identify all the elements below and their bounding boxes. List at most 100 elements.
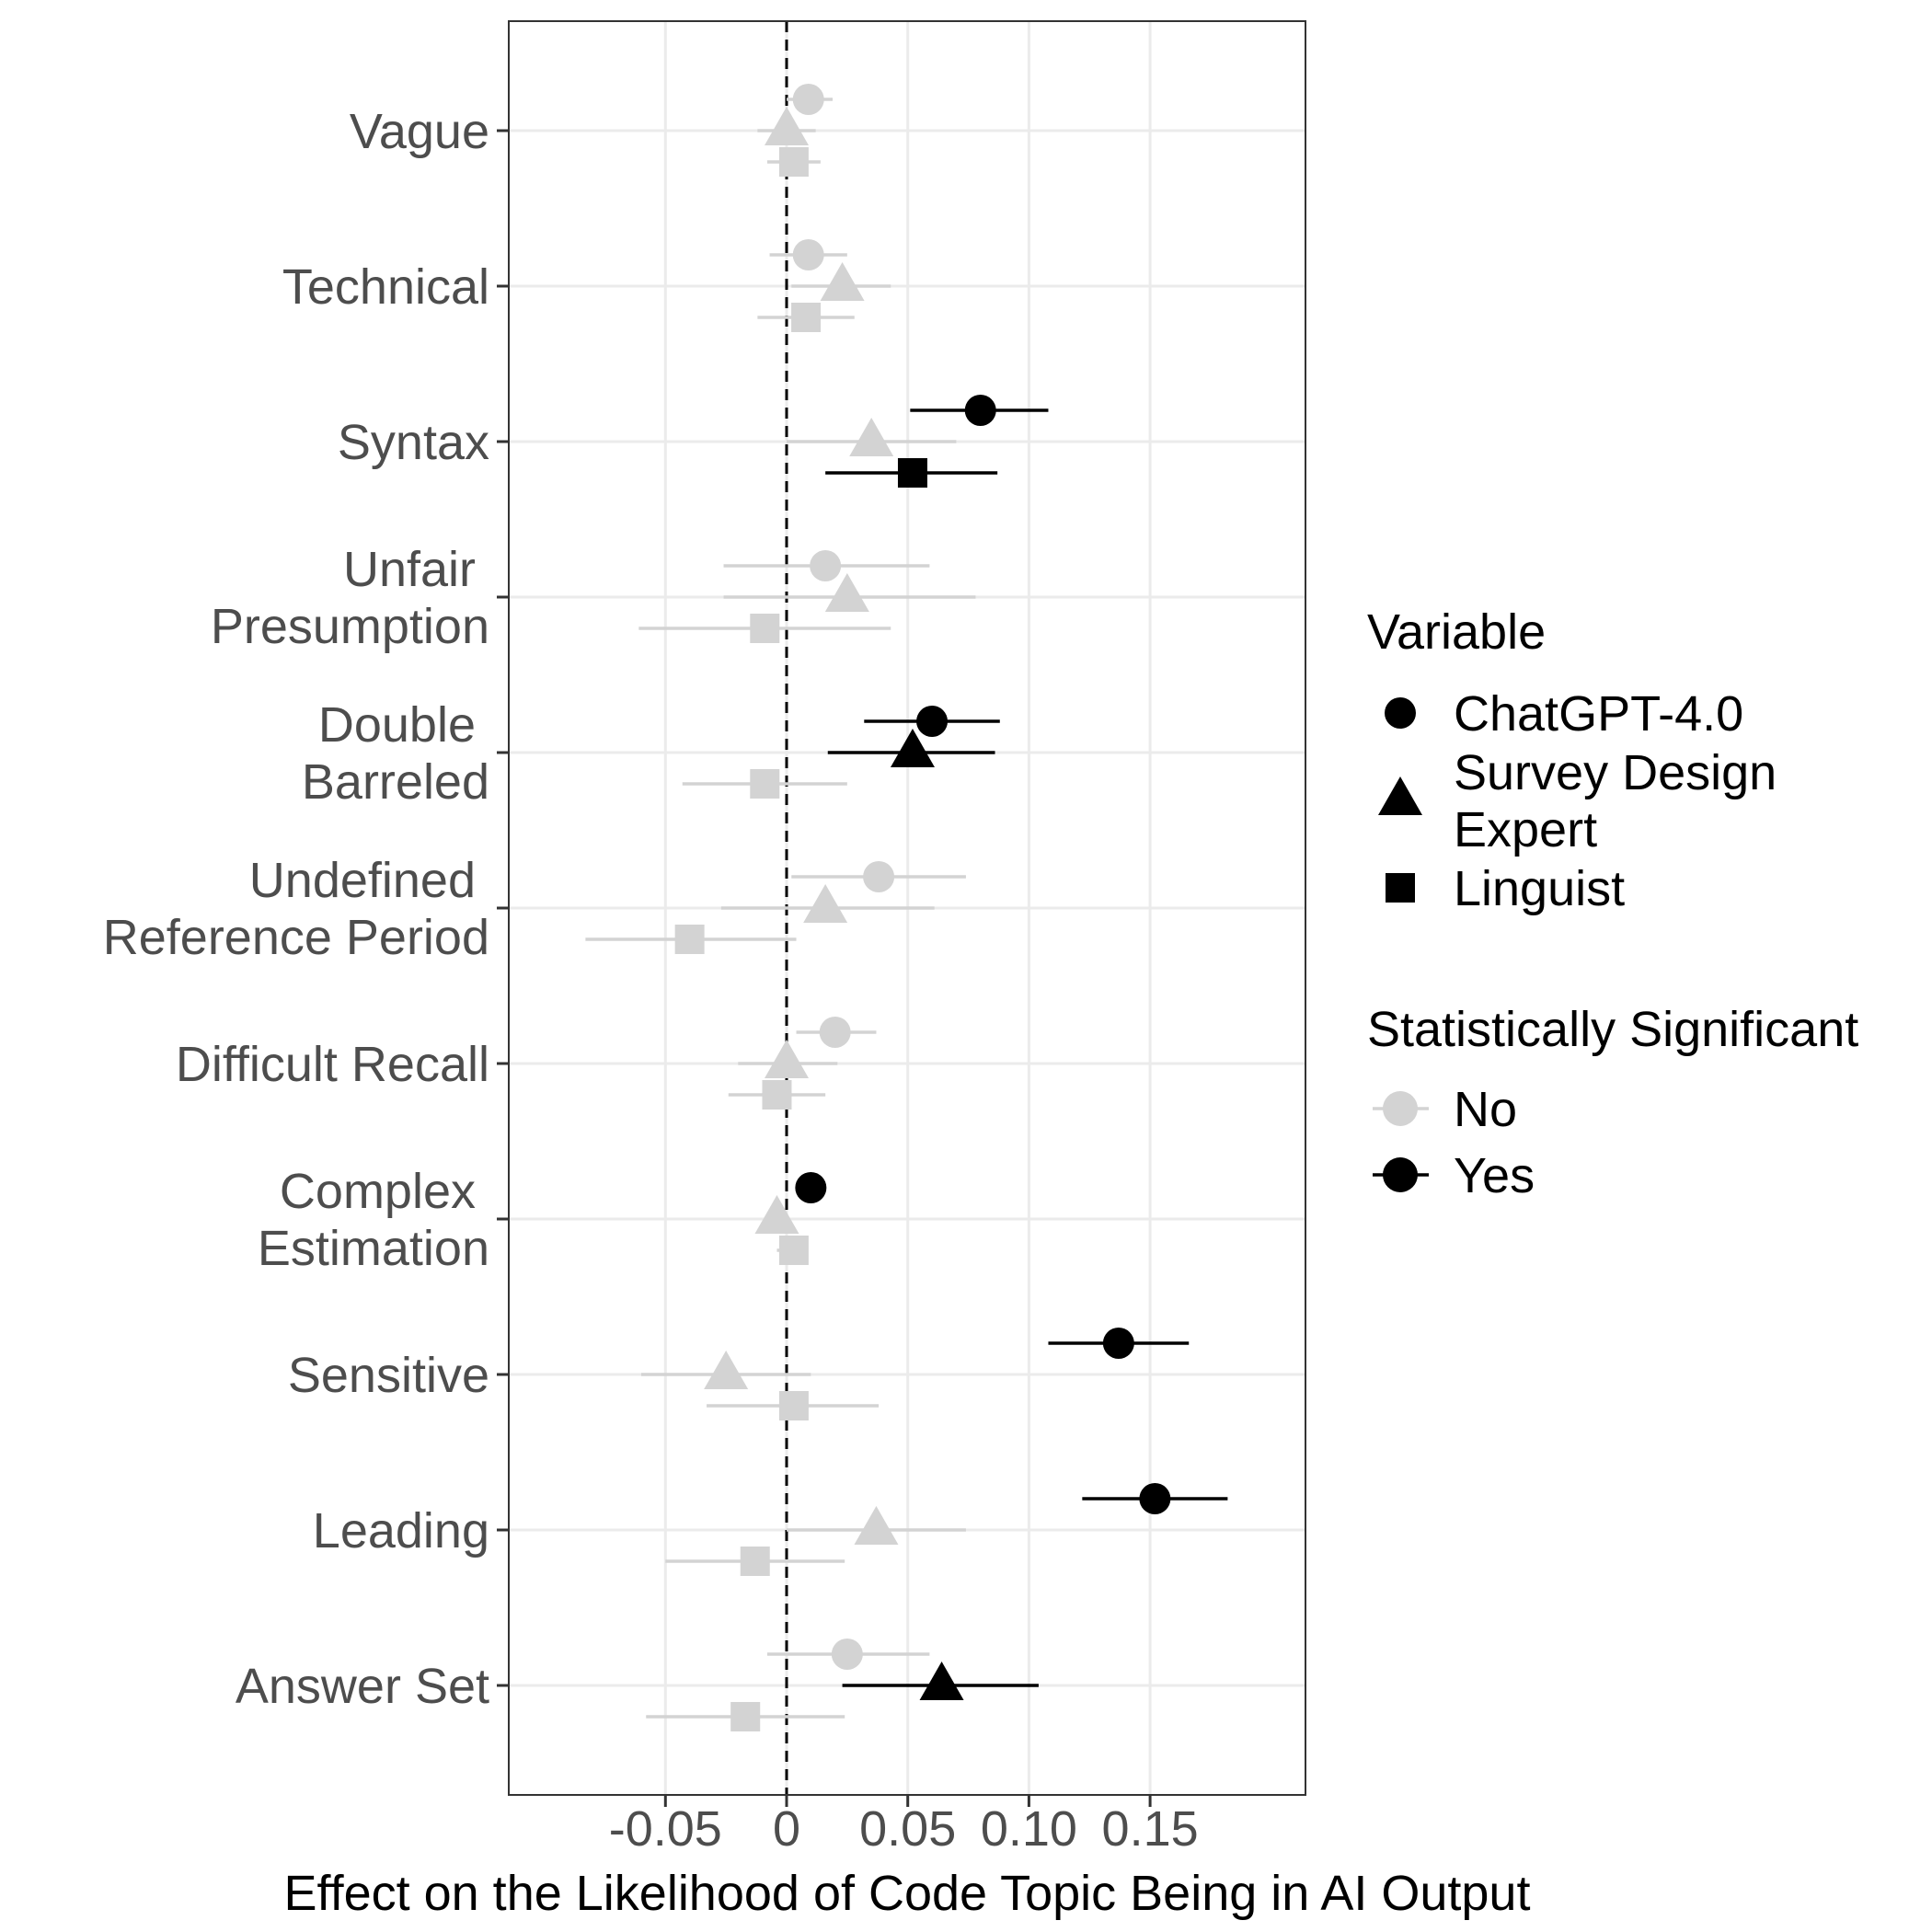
marker-triangle-4 — [890, 729, 935, 767]
gridlines — [509, 21, 1305, 1795]
x-tick-label-4: 0.15 — [1102, 1801, 1199, 1857]
marker-triangle-7 — [754, 1195, 799, 1234]
legend-key-square — [1386, 873, 1415, 903]
legend-label-line-1-1: Expert — [1454, 802, 1597, 857]
point-group-circle-8 — [1048, 1328, 1190, 1359]
point-group-triangle-6 — [738, 1040, 838, 1078]
point-group-circle-7 — [795, 1172, 827, 1203]
point-group-triangle-3 — [723, 573, 976, 612]
y-tick-label-line-6-0: Difficult Recall — [176, 1037, 489, 1092]
point-group-triangle-2 — [787, 418, 957, 456]
y-tick-label-line-3-1: Presumption — [211, 599, 489, 654]
marker-triangle-9 — [854, 1506, 899, 1545]
marker-circle-9 — [1139, 1483, 1171, 1514]
point-group-triangle-4 — [827, 729, 995, 767]
y-tick-label-line-2-0: Syntax — [338, 415, 489, 470]
legend-label-line-2-0: Linguist — [1454, 861, 1625, 916]
x-tick-label-0: -0.05 — [609, 1801, 722, 1857]
marker-triangle-3 — [824, 573, 869, 612]
point-group-square-2 — [825, 458, 998, 488]
y-tick-label-line-4-1: Barreled — [302, 754, 489, 810]
point-group-triangle-5 — [720, 884, 935, 923]
point-group-triangle-7 — [754, 1195, 799, 1234]
marker-square-6 — [762, 1080, 792, 1110]
marker-square-2 — [897, 458, 927, 488]
y-tick-label-line-7-1: Estimation — [258, 1221, 489, 1276]
y-axis: Vague Technical Syntax Unfair Presumption Do… — [103, 104, 509, 1714]
point-group-square-10 — [646, 1702, 845, 1731]
x-axis-title: Effect on the Likelihood of Code Topic B… — [284, 1866, 1531, 1921]
y-tick-label-line-3-0: Unfair — [343, 542, 489, 597]
marker-triangle-8 — [704, 1351, 749, 1389]
point-group-square-1 — [757, 303, 855, 332]
y-tick-label-0: Vague — [350, 104, 489, 159]
point-group-triangle-10 — [842, 1662, 1039, 1700]
y-tick-label-line-8-0: Sensitive — [288, 1348, 489, 1403]
marker-triangle-6 — [765, 1040, 809, 1078]
point-group-square-0 — [766, 147, 821, 177]
legend-label-triangle: Survey Design Expert — [1454, 745, 1777, 857]
marker-circle-5 — [863, 861, 895, 892]
marker-triangle-2 — [849, 418, 894, 456]
marker-circle-1 — [792, 239, 824, 270]
marker-square-0 — [778, 147, 809, 177]
y-tick-label-5: Undefined Reference Period — [103, 853, 489, 965]
marker-circle-7 — [795, 1172, 827, 1203]
marker-circle-8 — [1102, 1328, 1134, 1359]
point-group-circle-5 — [791, 861, 966, 892]
point-group-square-8 — [707, 1391, 880, 1420]
y-tick-label-4: Double Barreled — [302, 697, 489, 810]
marker-circle-2 — [964, 395, 996, 426]
marker-square-5 — [674, 925, 705, 954]
legend-title-variable: Variable — [1367, 604, 1546, 660]
y-tick-label-10: Answer Set — [236, 1659, 489, 1714]
marker-circle-4 — [916, 706, 949, 737]
y-tick-label-8: Sensitive — [288, 1348, 489, 1403]
point-group-triangle-8 — [640, 1351, 811, 1389]
marker-circle-10 — [831, 1639, 863, 1670]
legend-sig-marker-yes — [1383, 1157, 1418, 1192]
point-group-triangle-1 — [791, 262, 891, 301]
y-tick-label-9: Leading — [313, 1503, 489, 1558]
point-group-circle-10 — [766, 1639, 930, 1670]
point-group-triangle-9 — [787, 1506, 966, 1545]
point-group-square-6 — [728, 1080, 826, 1110]
marker-circle-3 — [810, 550, 842, 581]
y-tick-label-line-4-0: Double — [318, 697, 489, 753]
y-tick-label-line-1-0: Technical — [282, 259, 489, 315]
marker-square-1 — [791, 303, 822, 332]
marker-triangle-1 — [820, 262, 865, 301]
legend-label-square: Linguist — [1454, 861, 1625, 916]
legend-sig-label-yes: Yes — [1454, 1148, 1535, 1203]
point-group-square-5 — [585, 925, 797, 954]
point-group-circle-0 — [787, 84, 834, 115]
y-tick-label-line-0-0: Vague — [350, 104, 489, 159]
y-tick-label-line-9-0: Leading — [313, 1503, 489, 1558]
marker-square-10 — [730, 1702, 761, 1731]
point-group-square-9 — [665, 1547, 845, 1576]
x-tick-label-2: 0.05 — [859, 1801, 956, 1857]
marker-square-4 — [750, 769, 780, 799]
legend-key-circle — [1385, 697, 1416, 729]
legend-key-triangle — [1378, 776, 1422, 815]
marker-circle-0 — [792, 84, 824, 115]
y-tick-label-2: Syntax — [338, 415, 489, 470]
point-group-circle-2 — [910, 395, 1049, 426]
legend-sig-label-no: No — [1454, 1082, 1517, 1137]
y-tick-label-3: Unfair Presumption — [211, 542, 489, 654]
marker-triangle-10 — [919, 1662, 964, 1700]
y-tick-label-line-5-1: Reference Period — [103, 910, 489, 965]
point-group-triangle-0 — [757, 107, 816, 145]
point-group-square-7 — [776, 1236, 809, 1265]
y-tick-label-line-7-0: Complex — [280, 1164, 489, 1219]
legend-title-significance: Statistically Significant — [1367, 1002, 1858, 1057]
legend-label-line-1-0: Survey Design — [1454, 745, 1777, 800]
legend-sig-marker-no — [1383, 1091, 1418, 1126]
marker-square-8 — [778, 1391, 809, 1420]
x-tick-label-1: 0 — [773, 1801, 800, 1857]
y-tick-label-7: Complex Estimation — [258, 1164, 489, 1276]
data-marks — [585, 84, 1228, 1731]
legend-label-circle: ChatGPT-4.0 — [1454, 686, 1743, 742]
